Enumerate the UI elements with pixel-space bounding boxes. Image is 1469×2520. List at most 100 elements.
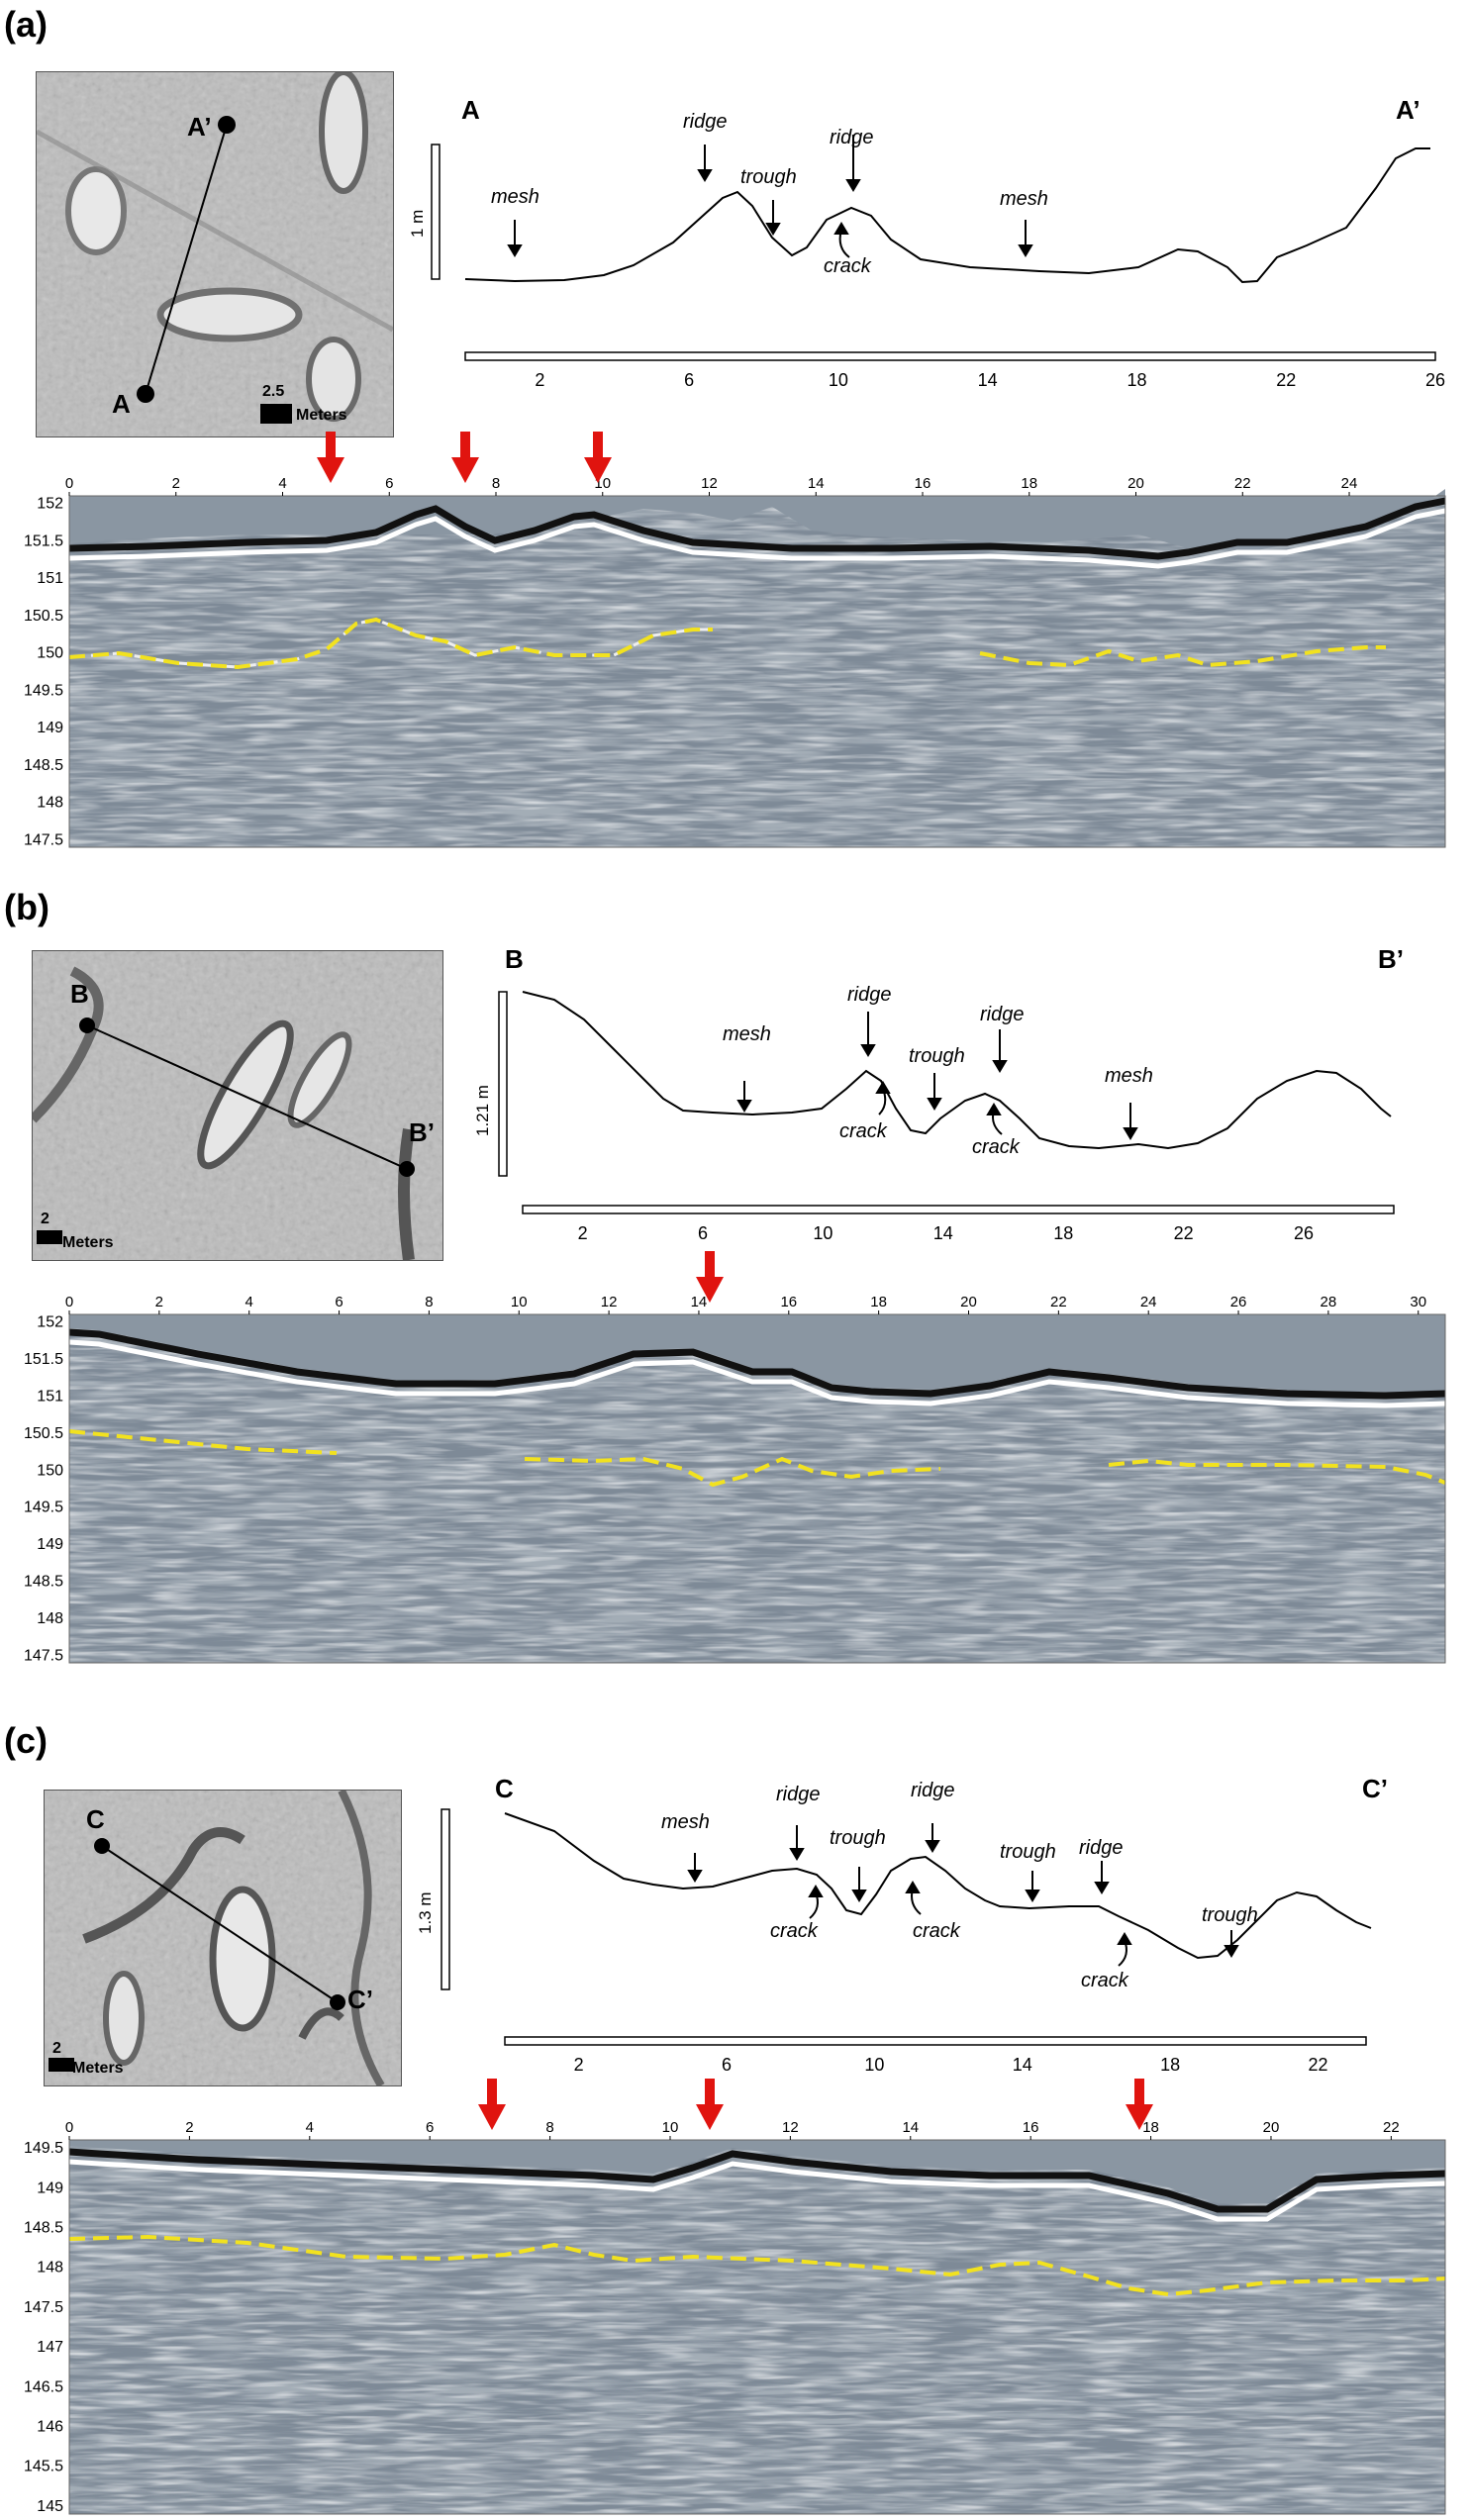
map-scale-number-c: 2: [52, 2040, 61, 2057]
annotation-ridge-c1: ridge: [776, 1784, 821, 1805]
gpr-x-tick-label: 8: [545, 2119, 553, 2136]
vertical-scale-bar-c: [441, 1808, 450, 1990]
profile-tick-label: 6: [684, 370, 694, 390]
gpr-y-tick-label: 148.5: [24, 757, 63, 774]
annotation-mesh-c1: mesh: [661, 1811, 710, 1833]
annotation-trough-c3: trough: [1202, 1904, 1258, 1926]
panel-label-b: (b): [4, 887, 49, 927]
profile-tick-label: 6: [722, 2055, 732, 2075]
gpr-x-tick-label: 18: [1021, 475, 1037, 492]
profile-tick-label: 14: [978, 370, 998, 390]
vertical-scale-bar-a: [431, 144, 441, 280]
annotation-ridge-b2: ridge: [980, 1004, 1025, 1025]
gpr-y-tick-label: 149: [37, 1536, 63, 1553]
map-scale-unit-a: Meters: [296, 407, 347, 424]
map-point-start-c: C: [86, 1804, 105, 1834]
gpr-x-tick-label: 4: [245, 1294, 253, 1310]
annotation-crack-b1: crack: [839, 1120, 887, 1142]
map-point-start-a: A: [112, 389, 131, 419]
profile-tick-label: 10: [864, 2055, 884, 2075]
profile-tick-label: 2: [574, 2055, 584, 2075]
profile-end-label-a: A’: [1396, 95, 1420, 125]
gpr-x-tick-label: 4: [278, 475, 286, 492]
gpr-y-tick-label: 145: [37, 2498, 63, 2515]
gpr-y-tick-label: 149.5: [24, 2140, 63, 2157]
gpr-y-tick-label: 148: [37, 1610, 63, 1627]
profile-tick-label: 10: [813, 1223, 832, 1243]
gpr-x-tick-label: 0: [65, 2119, 73, 2136]
gpr-x-tick-label: 2: [155, 1294, 163, 1310]
gpr-y-tick-label: 146.5: [24, 2378, 63, 2395]
map-point-end-c: C’: [347, 1985, 373, 2014]
gpr-x-tick-label: 14: [808, 475, 825, 492]
annotation-crack-a1: crack: [824, 255, 871, 277]
gpr-x-tick-label: 20: [1127, 475, 1144, 492]
gpr-y-tick-label: 150.5: [24, 1425, 63, 1442]
gpr-x-tick-label: 4: [306, 2119, 314, 2136]
map-scale-unit-c: Meters: [72, 2060, 124, 2077]
annotation-crack-c3: crack: [1081, 1970, 1128, 1991]
profile-end-label-b: B’: [1378, 944, 1404, 974]
profile-tick-label: 14: [1013, 2055, 1032, 2075]
map-point-start-b: B: [70, 979, 89, 1009]
gpr-x-tick-label: 18: [1142, 2119, 1159, 2136]
profile-tick-label: 2: [535, 370, 544, 390]
map-point-end-a: A’: [187, 112, 212, 142]
gpr-x-tick-label: 16: [780, 1294, 797, 1310]
gpr-x-tick-label: 18: [870, 1294, 887, 1310]
map-scale-number-b: 2: [41, 1211, 49, 1227]
gpr-x-tick-label: 20: [1263, 2119, 1280, 2136]
annotation-crack-c2: crack: [913, 1920, 960, 1942]
annotation-trough-b1: trough: [909, 1045, 965, 1067]
annotation-trough-a1: trough: [740, 166, 797, 188]
profile-tick-label: 18: [1160, 2055, 1180, 2075]
gpr-x-tick-label: 20: [960, 1294, 977, 1310]
gpr-x-tick-label: 12: [601, 1294, 618, 1310]
gpr-y-tick-label: 148: [37, 2260, 63, 2277]
profile-axis-bar-c: [504, 2036, 1367, 2046]
annotation-mesh-b2: mesh: [1105, 1065, 1153, 1087]
gpr-y-tick-label: 145.5: [24, 2459, 63, 2475]
gpr-y-tick-label: 150: [37, 645, 63, 662]
profile-start-label-c: C: [495, 1774, 514, 1803]
annotation-ridge-c3: ridge: [1079, 1837, 1124, 1859]
profile-tick-label: 26: [1425, 370, 1445, 390]
annotation-mesh-a1: mesh: [491, 186, 539, 208]
gpr-x-tick-label: 2: [185, 2119, 193, 2136]
gpr-x-tick-label: 6: [426, 2119, 434, 2136]
gpr-y-tick-label: 151: [37, 1388, 63, 1405]
hillshade-map-a: A A’ 2.5 Meters: [36, 71, 394, 437]
panel-label-a: (a): [4, 4, 48, 45]
gpr-y-tick-label: 149.5: [24, 1500, 63, 1516]
vertical-scale-label-b: 1.21 m: [473, 1085, 492, 1136]
annotation-ridge-b1: ridge: [847, 984, 892, 1006]
gpr-x-tick-label: 12: [782, 2119, 799, 2136]
gpr-y-tick-label: 147.5: [24, 2299, 63, 2316]
map-point-end-b: B’: [409, 1117, 435, 1147]
gpr-x-tick-label: 16: [1023, 2119, 1039, 2136]
gpr-x-tick-label: 22: [1050, 1294, 1067, 1310]
profile-tick-label: 18: [1053, 1223, 1073, 1243]
gpr-x-tick-label: 26: [1230, 1294, 1247, 1310]
gpr-y-tick-label: 147: [37, 2339, 63, 2356]
hillshade-map-b: B B’ 2 Meters: [32, 950, 443, 1261]
vertical-scale-label-c: 1.3 m: [416, 1891, 435, 1934]
map-scale-unit-b: Meters: [62, 1234, 114, 1251]
gpr-radargram-b: 0 2 4 6 8 10 12 14 16 18 20 22 24 26 28 30 152151.51511…: [24, 1251, 1446, 1665]
red-marker-arrows-a: [317, 432, 612, 483]
gpr-x-tick-label: 16: [915, 475, 931, 492]
annotation-crack-c1: crack: [770, 1920, 818, 1942]
gpr-x-tick-label: 6: [335, 1294, 343, 1310]
annotation-trough-c1: trough: [830, 1827, 886, 1849]
annotation-ridge-a2: ridge: [830, 127, 874, 148]
vertical-scale-label-a: 1 m: [408, 209, 427, 238]
hillshade-map-c: C C’ 2 Meters: [44, 1790, 402, 2086]
gpr-x-tick-label: 8: [492, 475, 500, 492]
gpr-x-tick-label: 14: [691, 1294, 708, 1310]
profile-tick-label: 18: [1126, 370, 1146, 390]
gpr-x-tick-label: 6: [385, 475, 393, 492]
gpr-x-tick-label: 24: [1341, 475, 1358, 492]
panel-label-c: (c): [4, 1720, 48, 1761]
gpr-x-tick-label: 8: [425, 1294, 433, 1310]
gpr-y-tick-label: 148.5: [24, 1574, 63, 1591]
